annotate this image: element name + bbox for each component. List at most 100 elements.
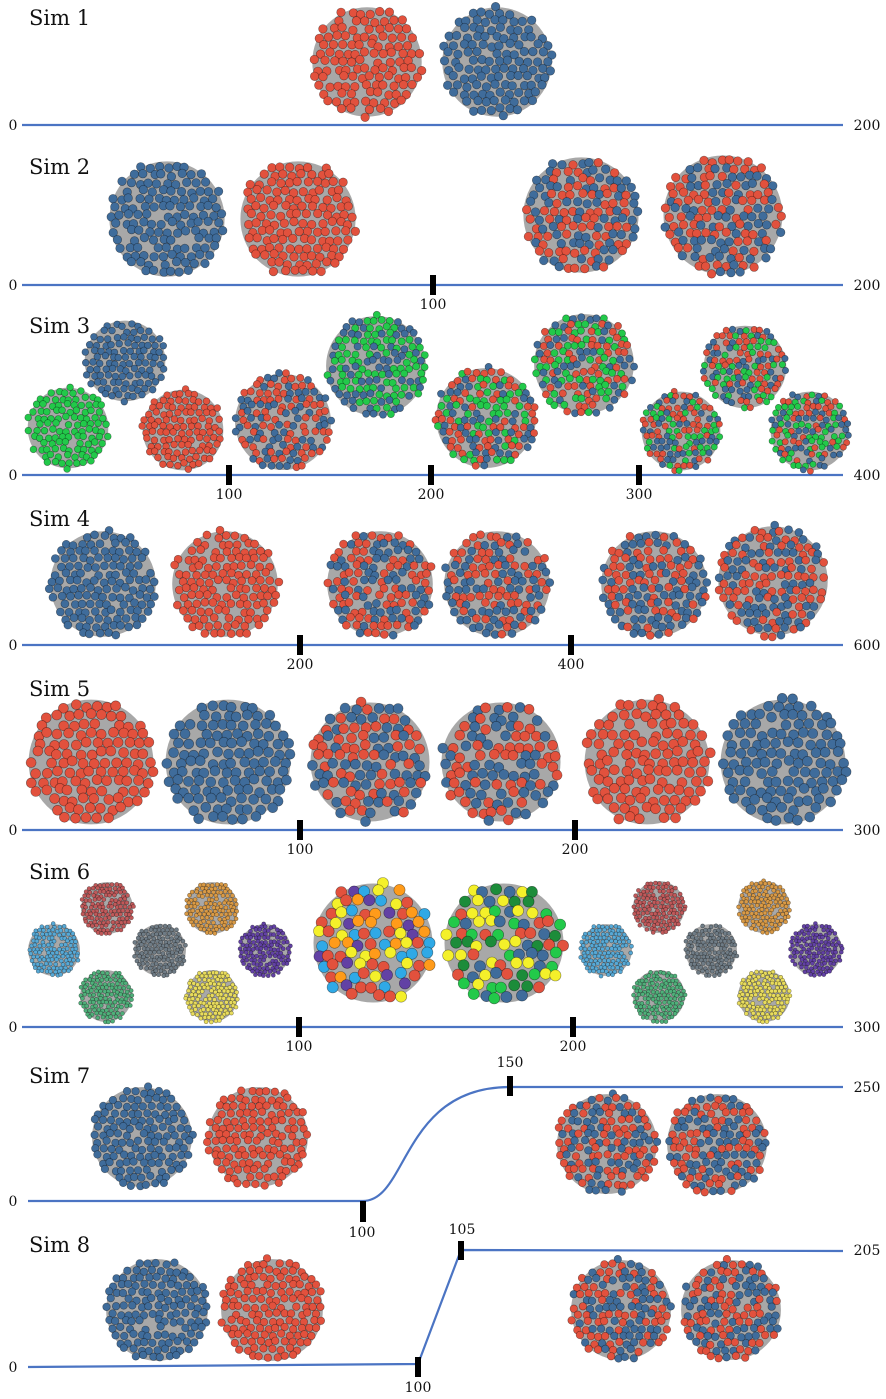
particle [218, 904, 224, 909]
particle [209, 1019, 214, 1025]
particle [398, 977, 411, 990]
particle [384, 23, 394, 33]
particle [663, 929, 669, 935]
particle [138, 185, 148, 195]
particle [552, 198, 562, 209]
particle [783, 600, 793, 609]
particle [150, 592, 159, 601]
particle-cluster [170, 525, 284, 639]
particle [204, 892, 210, 898]
particle [324, 713, 336, 725]
particle [63, 451, 72, 459]
particle [340, 31, 351, 41]
particle [33, 949, 39, 955]
particle [394, 776, 405, 788]
particle [750, 386, 758, 394]
particle [125, 893, 130, 898]
particle [388, 713, 400, 725]
particle [65, 938, 70, 944]
particle [749, 337, 757, 345]
particle [487, 367, 496, 376]
particle [349, 404, 358, 413]
particle [165, 957, 171, 963]
particle [637, 628, 647, 638]
particle [283, 738, 295, 749]
particle [262, 924, 268, 930]
particle-cluster [161, 699, 296, 825]
particle [137, 748, 149, 760]
particle [516, 969, 529, 982]
particle [770, 339, 778, 347]
particle [563, 182, 574, 192]
particle [545, 66, 556, 76]
particle [112, 892, 117, 898]
particle [728, 548, 738, 558]
particle [145, 227, 155, 237]
particle [528, 768, 540, 780]
particle [526, 593, 535, 602]
particle [498, 938, 511, 951]
particle [648, 431, 656, 439]
particle [61, 968, 67, 974]
particle [835, 437, 842, 445]
particle [644, 773, 656, 785]
particle [545, 578, 555, 587]
particle [120, 885, 125, 891]
particle [549, 750, 561, 762]
particle [629, 198, 639, 208]
particle [81, 348, 90, 356]
particle [107, 892, 112, 898]
particle [154, 931, 159, 937]
particle [575, 238, 585, 249]
particle [75, 957, 81, 963]
particle [90, 530, 99, 540]
particle [145, 584, 155, 594]
particle [192, 904, 198, 909]
particle [115, 710, 127, 722]
particle [192, 897, 198, 902]
particle [322, 730, 334, 742]
particle [391, 89, 401, 100]
particle [326, 376, 335, 385]
particle [734, 600, 743, 610]
particle [335, 807, 346, 819]
particle [340, 894, 352, 907]
particle [97, 973, 102, 979]
particle [71, 699, 82, 710]
particle [70, 775, 82, 787]
particle [69, 953, 75, 959]
particle [209, 988, 214, 994]
particle [756, 768, 768, 779]
particle [748, 375, 756, 383]
particle [677, 251, 687, 261]
particle [687, 757, 699, 768]
particle [747, 746, 758, 758]
particle [621, 765, 633, 777]
particle [144, 194, 154, 204]
particle [600, 353, 609, 362]
particle [329, 553, 339, 563]
particle [108, 1014, 113, 1020]
particle [166, 266, 176, 276]
particle [721, 212, 731, 222]
particle [108, 392, 116, 400]
particle [166, 172, 176, 182]
particle [495, 87, 505, 97]
particle [194, 621, 204, 631]
particle [185, 201, 195, 211]
particle [139, 942, 144, 947]
particle [115, 801, 126, 813]
particle [200, 258, 210, 269]
particle [521, 205, 532, 215]
particle [187, 546, 197, 556]
particle [116, 621, 125, 630]
particle [765, 801, 777, 813]
particle [552, 229, 562, 240]
particle [372, 553, 381, 563]
particle [346, 711, 357, 723]
particle [689, 420, 697, 428]
particle [514, 56, 524, 67]
particle [218, 977, 224, 983]
particle [241, 584, 251, 594]
particle [717, 171, 727, 181]
